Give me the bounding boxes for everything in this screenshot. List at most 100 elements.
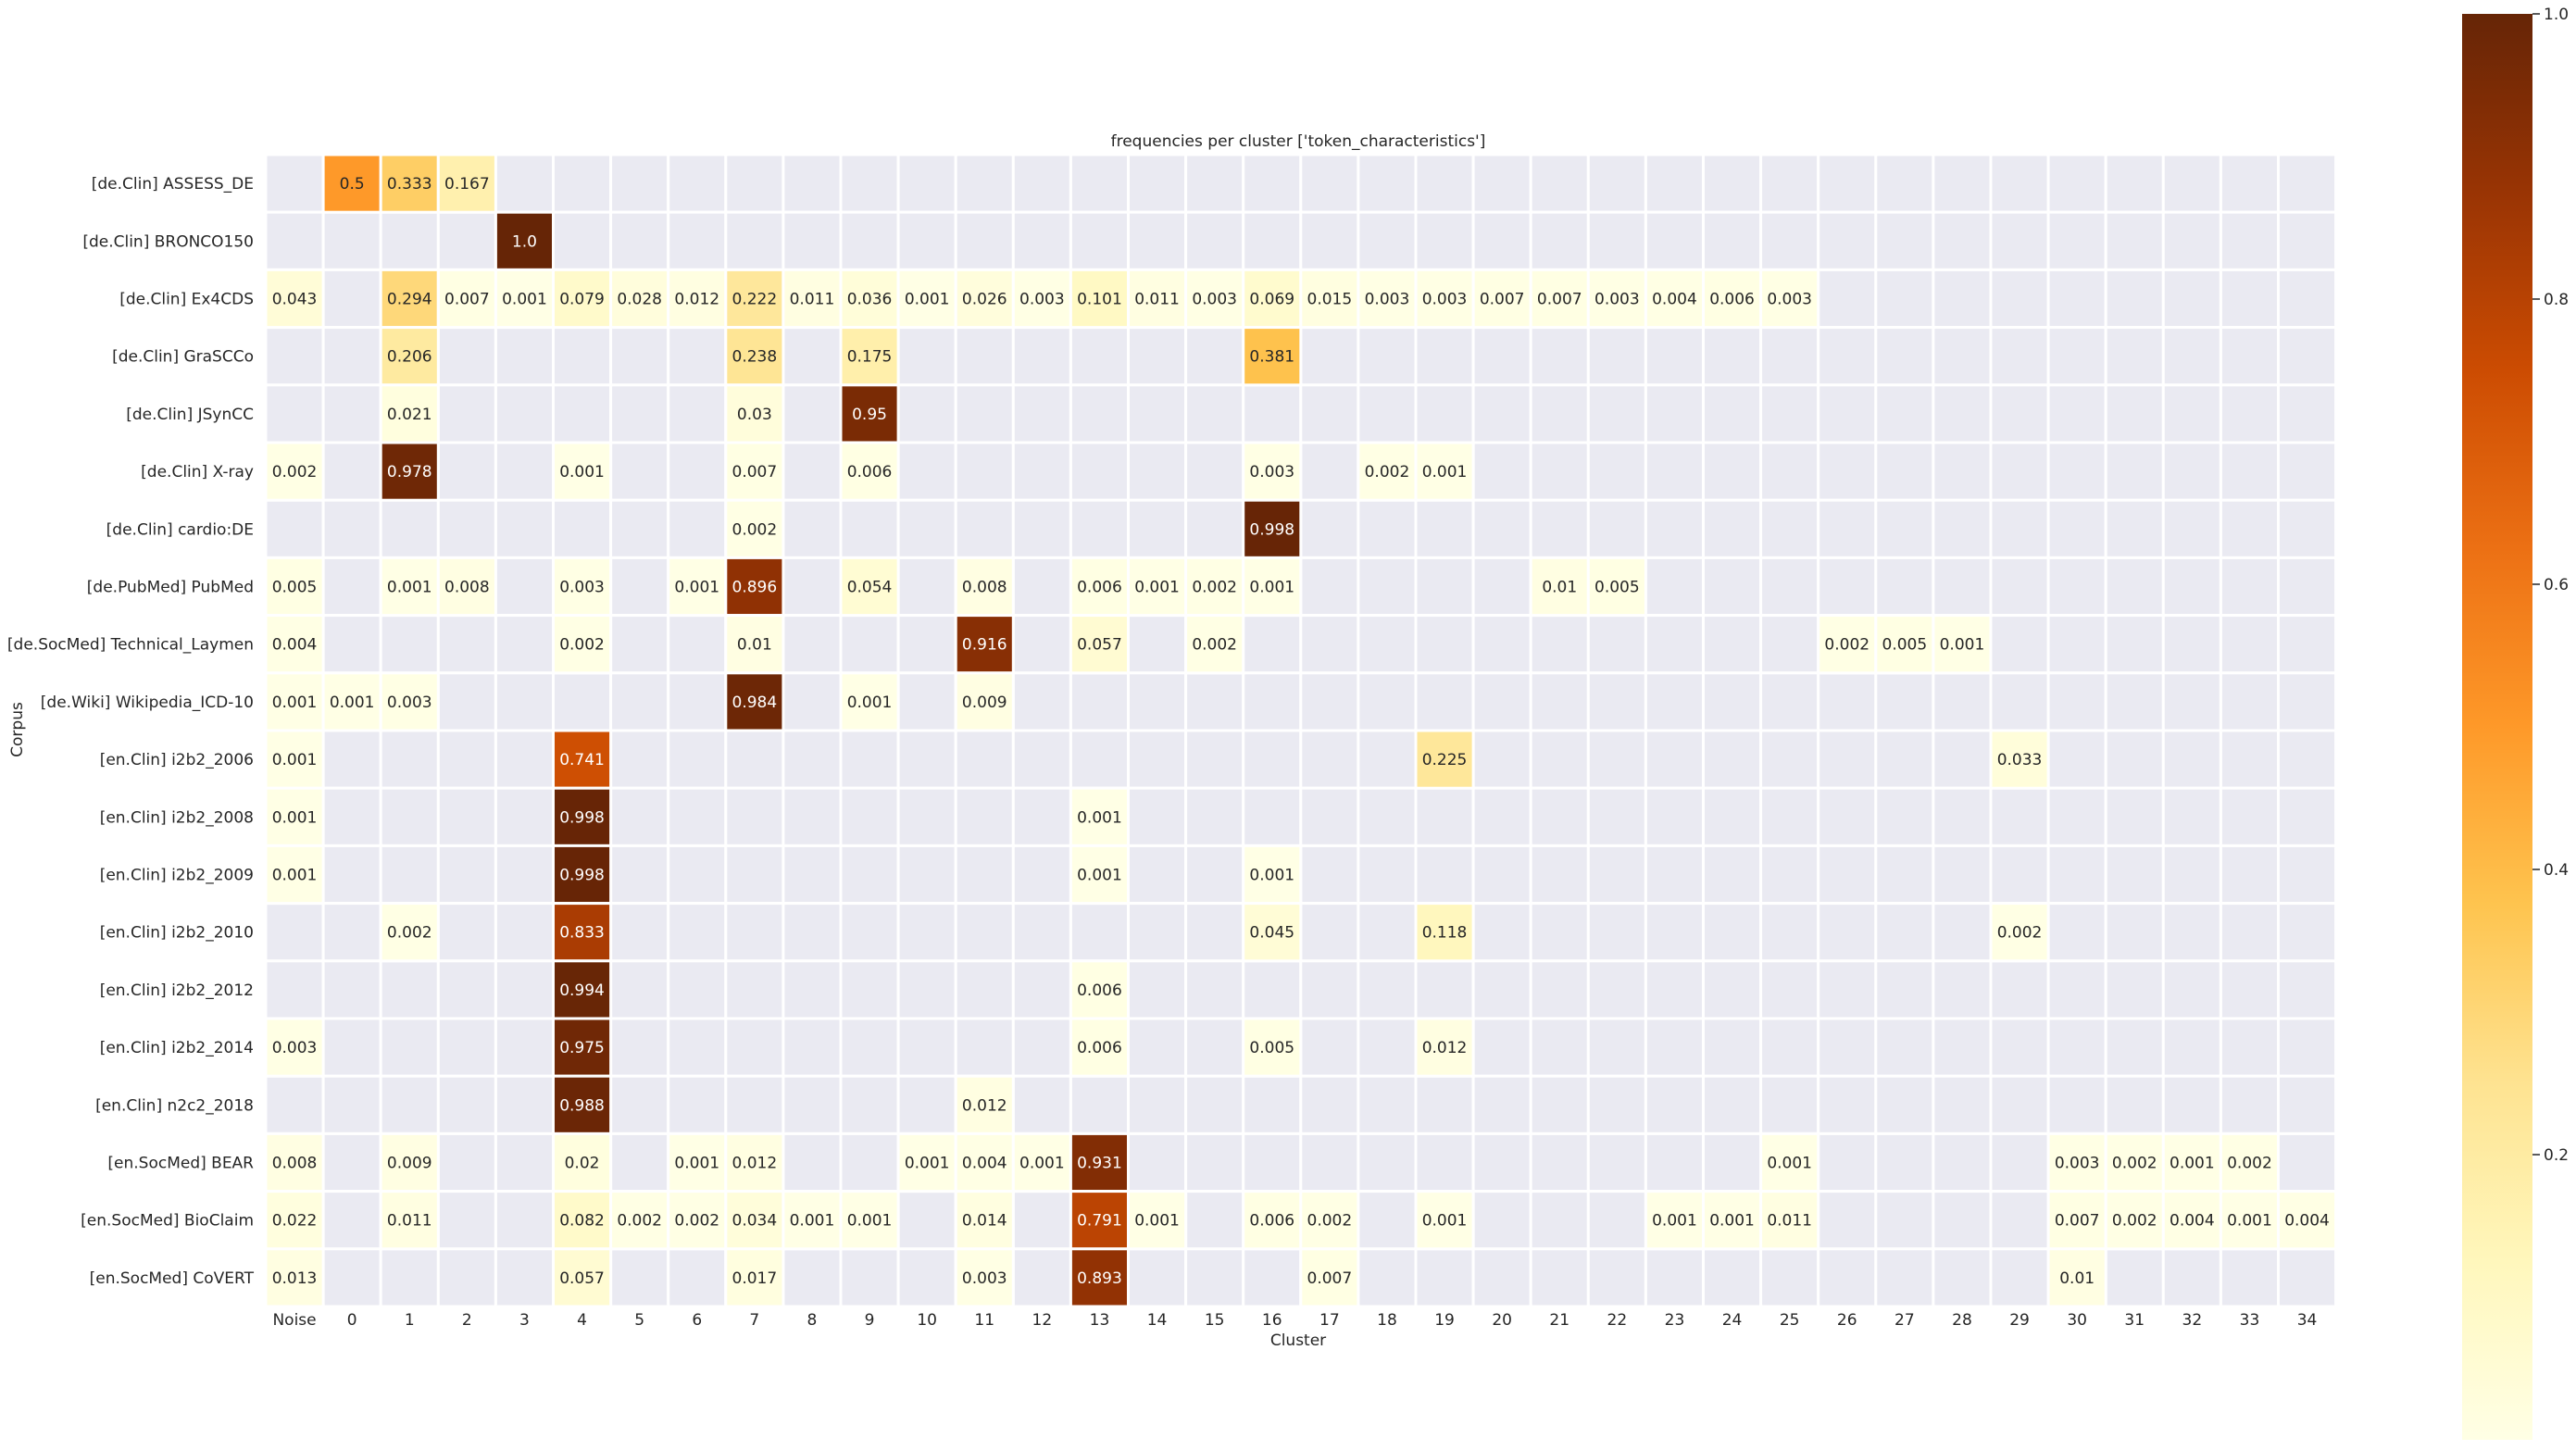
heatmap-cell-empty xyxy=(896,844,957,906)
heatmap-cell-empty xyxy=(609,844,670,906)
column-label: 14 xyxy=(1147,1311,1168,1330)
heatmap-cell-empty xyxy=(2161,498,2222,559)
heatmap-cell-empty xyxy=(2277,383,2338,444)
heatmap-cell-empty xyxy=(2161,671,2222,732)
heatmap-cell-empty xyxy=(1874,902,1935,963)
cell-value-label: 0.002 xyxy=(617,1212,662,1231)
heatmap-cell-empty xyxy=(2104,498,2165,559)
cell-value-label: 0.002 xyxy=(1824,636,1869,655)
cell-value-label: 0.001 xyxy=(330,694,375,712)
column-label: 32 xyxy=(2182,1311,2203,1330)
heatmap-cell-empty xyxy=(1644,959,1706,1020)
heatmap-cell-empty xyxy=(552,210,613,271)
heatmap-cell-empty xyxy=(552,383,613,444)
heatmap-cell xyxy=(1242,556,1303,618)
heatmap-cell-empty xyxy=(2161,959,2222,1020)
heatmap-cell-empty xyxy=(1299,498,1360,559)
heatmap-cell xyxy=(954,671,1015,732)
heatmap-cell-empty xyxy=(1127,1074,1188,1135)
heatmap-cell-empty xyxy=(1529,153,1590,214)
heatmap-cell xyxy=(552,844,613,906)
heatmap-cell xyxy=(2104,1131,2165,1194)
cell-value-label: 0.001 xyxy=(1422,1212,1468,1231)
heatmap-cell-empty xyxy=(1127,1017,1188,1078)
heatmap-cell-empty xyxy=(379,1017,440,1078)
heatmap-cell-empty xyxy=(1586,441,1647,502)
cell-value-label: 0.003 xyxy=(559,579,605,597)
cell-value-label: 0.206 xyxy=(387,348,432,367)
heatmap-cell xyxy=(839,671,900,732)
column-label: 17 xyxy=(1319,1311,1340,1330)
heatmap-cell xyxy=(1299,1247,1360,1308)
heatmap-cell-empty xyxy=(321,1074,382,1135)
heatmap-cell-empty xyxy=(321,729,382,790)
heatmap-cell-empty xyxy=(2104,844,2165,906)
heatmap-cell-empty xyxy=(1471,1190,1532,1251)
heatmap-cell xyxy=(264,786,325,847)
heatmap-cell-empty xyxy=(1529,1017,1590,1078)
heatmap-cell-empty xyxy=(2219,671,2280,732)
heatmap-cell-empty xyxy=(782,1131,843,1194)
heatmap-cell-empty xyxy=(2046,959,2107,1020)
heatmap-cell-empty xyxy=(1127,671,1188,732)
heatmap-cell-empty xyxy=(494,1190,556,1251)
column-label: 22 xyxy=(1607,1311,1628,1330)
heatmap-cell xyxy=(896,1131,957,1194)
heatmap-cell-empty xyxy=(724,153,785,214)
heatmap-cell-empty xyxy=(379,614,440,675)
heatmap-cell-empty xyxy=(1357,614,1418,675)
heatmap-cell-empty xyxy=(2219,614,2280,675)
heatmap-cell-empty xyxy=(1644,902,1706,963)
heatmap-cell-empty xyxy=(1759,326,1820,387)
heatmap-cell-empty xyxy=(954,326,1015,387)
heatmap-cell xyxy=(1011,268,1072,330)
heatmap-cell-empty xyxy=(1644,786,1706,847)
heatmap-cell-empty xyxy=(2046,498,2107,559)
column-label: 9 xyxy=(865,1311,875,1330)
heatmap-cell-empty xyxy=(1184,729,1245,790)
heatmap-cell-empty xyxy=(321,959,382,1020)
heatmap-cell-empty xyxy=(494,498,556,559)
heatmap-cell-empty xyxy=(2046,844,2107,906)
heatmap-cell-empty xyxy=(1184,153,1245,214)
heatmap-cell-empty xyxy=(1127,498,1188,559)
column-label: 6 xyxy=(692,1311,702,1330)
heatmap-cell-empty xyxy=(1702,729,1763,790)
heatmap-cell-empty xyxy=(2161,268,2222,330)
cell-value-label: 0.02 xyxy=(565,1155,600,1173)
heatmap-cell-empty xyxy=(1932,671,1993,732)
heatmap-cell-empty xyxy=(1759,614,1820,675)
heatmap-cell-empty xyxy=(2219,729,2280,790)
heatmap-cell-empty xyxy=(1932,959,1993,1020)
heatmap-cell xyxy=(1989,902,2050,963)
heatmap-cell-empty xyxy=(1759,1074,1820,1135)
cell-value-label: 0.03 xyxy=(737,406,772,424)
row-label: [de.Clin] cardio:DE xyxy=(106,520,254,539)
heatmap-cell-empty xyxy=(2104,268,2165,330)
column-label: 33 xyxy=(2240,1311,2260,1330)
heatmap-cell-empty xyxy=(1127,326,1188,387)
heatmap-cell-empty xyxy=(667,671,728,732)
cell-value-label: 0.003 xyxy=(1249,463,1294,481)
heatmap-cell-empty xyxy=(1529,498,1590,559)
cell-value-label: 0.167 xyxy=(444,175,490,194)
heatmap-cell-empty xyxy=(321,1190,382,1251)
column-label: 34 xyxy=(2297,1311,2318,1330)
heatmap-cell-empty xyxy=(379,786,440,847)
heatmap-cell-empty xyxy=(552,498,613,559)
heatmap-cell-empty xyxy=(609,902,670,963)
heatmap-cell-empty xyxy=(2161,614,2222,675)
heatmap-cell-empty xyxy=(1299,556,1360,618)
heatmap-cell-empty xyxy=(1989,1247,2050,1308)
heatmap-cell xyxy=(1069,844,1131,906)
heatmap-cell-empty xyxy=(2219,383,2280,444)
heatmap-cell-empty xyxy=(2104,614,2165,675)
heatmap-cell-empty xyxy=(1932,556,1993,618)
heatmap-cell-empty xyxy=(1127,614,1188,675)
heatmap-cell-empty xyxy=(2104,153,2165,214)
heatmap-cell-empty xyxy=(1414,671,1475,732)
cell-value-label: 0.012 xyxy=(962,1096,1007,1115)
heatmap-cell-empty xyxy=(782,1017,843,1078)
heatmap-cell-empty xyxy=(1471,844,1532,906)
heatmap-cell-empty xyxy=(1759,498,1820,559)
